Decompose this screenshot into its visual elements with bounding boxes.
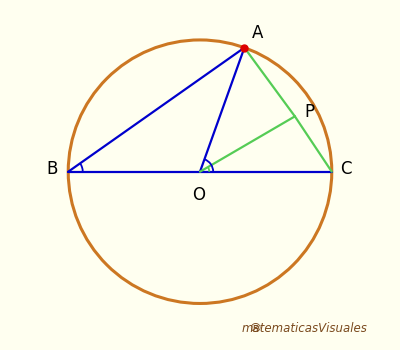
Text: matematicasVisuales: matematicasVisuales [241, 322, 367, 335]
Text: P: P [304, 103, 314, 121]
Text: ®: ® [248, 322, 262, 335]
Text: O: O [192, 186, 205, 204]
Text: C: C [340, 160, 351, 178]
Text: B: B [46, 160, 58, 178]
Text: A: A [252, 25, 264, 42]
